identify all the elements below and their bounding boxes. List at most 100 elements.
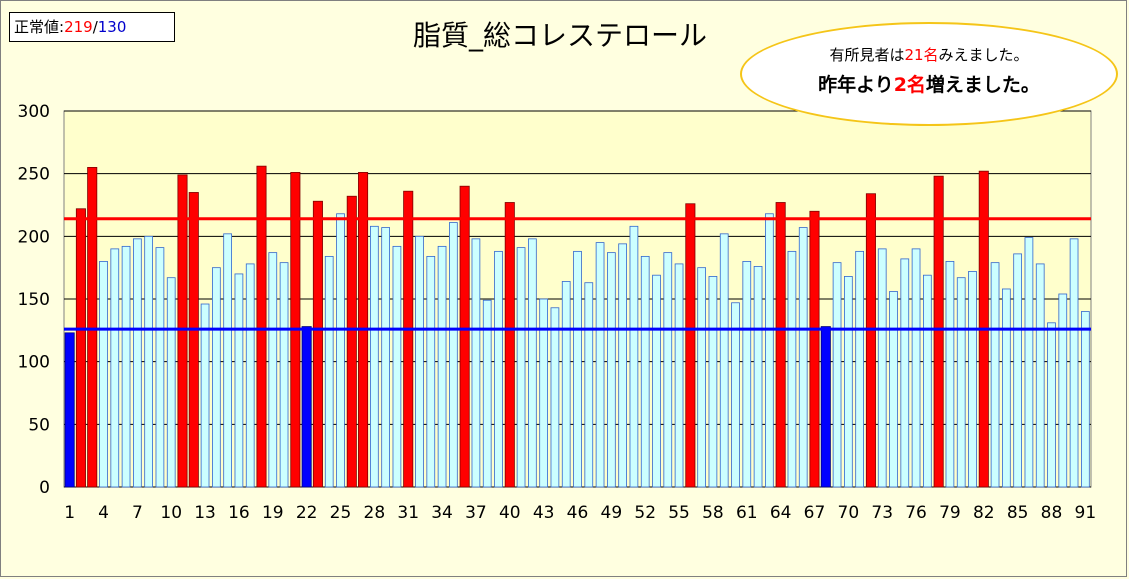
y-tick-label: 300 bbox=[18, 102, 50, 122]
bar-30 bbox=[392, 245, 402, 488]
bar-23 bbox=[312, 200, 323, 488]
x-tick-label: 34 bbox=[431, 503, 453, 523]
callout-line-2-prefix: 昨年より bbox=[818, 74, 894, 96]
bar-86 bbox=[1024, 237, 1034, 488]
bar-47 bbox=[584, 282, 594, 488]
bar-52 bbox=[640, 255, 650, 488]
bar-72 bbox=[865, 193, 876, 488]
bar-63 bbox=[765, 213, 774, 488]
bars bbox=[64, 165, 1090, 488]
bar-24 bbox=[324, 255, 334, 488]
bar-39 bbox=[494, 250, 503, 488]
bar-54 bbox=[663, 252, 673, 488]
bar-40 bbox=[504, 202, 515, 488]
bar-51 bbox=[629, 225, 639, 488]
callout-line-1-suffix: みえました。 bbox=[938, 46, 1029, 64]
bar-18 bbox=[256, 165, 267, 488]
bar-80 bbox=[956, 277, 966, 488]
x-tick-label: 31 bbox=[397, 503, 419, 523]
x-tick-label: 88 bbox=[1041, 503, 1063, 523]
reference-lines bbox=[64, 217, 1091, 331]
bar-46 bbox=[573, 250, 582, 488]
x-tick-label: 76 bbox=[905, 503, 927, 523]
bar-88 bbox=[1047, 322, 1056, 488]
bar-32 bbox=[415, 235, 424, 488]
bar-84 bbox=[1002, 288, 1011, 488]
y-tick-label: 100 bbox=[18, 353, 50, 373]
y-tick-label: 200 bbox=[18, 227, 50, 247]
bar-53 bbox=[652, 274, 661, 488]
bar-26 bbox=[346, 195, 357, 488]
bar-69 bbox=[832, 262, 842, 488]
bar-74 bbox=[889, 291, 898, 488]
bar-55 bbox=[674, 263, 684, 488]
bar-35 bbox=[449, 222, 458, 488]
x-tick-label: 46 bbox=[567, 503, 589, 523]
x-tick-label: 37 bbox=[465, 503, 487, 523]
x-tick-label: 10 bbox=[160, 503, 182, 523]
bar-56 bbox=[685, 203, 696, 488]
x-tick-label: 85 bbox=[1007, 503, 1029, 523]
bar-77 bbox=[923, 274, 932, 488]
x-tick-label: 7 bbox=[132, 503, 143, 523]
bar-89 bbox=[1058, 293, 1068, 488]
callout-line-1-count: 21名 bbox=[904, 46, 939, 64]
bar-19 bbox=[268, 252, 278, 488]
x-tick-label: 25 bbox=[330, 503, 352, 523]
x-tick-label: 22 bbox=[296, 503, 318, 523]
x-tick-label: 61 bbox=[736, 503, 758, 523]
bar-68 bbox=[820, 326, 831, 488]
x-tick-label: 19 bbox=[262, 503, 284, 523]
chart-title: 脂質_総コレステロール bbox=[412, 19, 707, 52]
x-tick-label: 64 bbox=[770, 503, 792, 523]
bar-5 bbox=[110, 248, 120, 488]
bar-62 bbox=[753, 266, 763, 488]
bar-90 bbox=[1069, 238, 1079, 488]
x-tick-label: 82 bbox=[973, 503, 995, 523]
summary-callout: 有所見者は21名みえました。 昨年より2名増えました。 bbox=[740, 22, 1118, 126]
x-tick-label: 55 bbox=[668, 503, 690, 523]
bar-2 bbox=[75, 208, 86, 488]
bar-65 bbox=[787, 250, 797, 488]
y-tick-label: 250 bbox=[18, 165, 50, 185]
bar-78 bbox=[933, 175, 944, 488]
x-tick-label: 16 bbox=[228, 503, 250, 523]
bar-87 bbox=[1035, 263, 1045, 488]
bar-11 bbox=[177, 174, 188, 488]
y-tick-label: 50 bbox=[28, 415, 50, 435]
bar-43 bbox=[539, 298, 548, 488]
bar-12 bbox=[188, 192, 199, 488]
bar-9 bbox=[155, 247, 165, 488]
bar-10 bbox=[166, 277, 176, 488]
bar-7 bbox=[133, 238, 142, 488]
bar-4 bbox=[99, 260, 108, 488]
x-tick-label: 91 bbox=[1075, 503, 1097, 523]
bar-48 bbox=[595, 242, 605, 488]
bar-34 bbox=[437, 245, 447, 488]
x-axis-ticks: 1 4 7 10 13 16 19 22 25 28 31 34 37 40 43 46 49 52 55 58 61 6… bbox=[64, 503, 1096, 523]
bar-31 bbox=[403, 190, 414, 488]
bar-44 bbox=[550, 307, 560, 488]
bar-71 bbox=[855, 250, 864, 488]
bar-58 bbox=[708, 276, 718, 488]
bar-17 bbox=[245, 263, 255, 488]
bar-79 bbox=[945, 260, 955, 488]
bar-50 bbox=[618, 243, 627, 488]
normal-range-separator: / bbox=[92, 18, 98, 36]
bar-85 bbox=[1013, 253, 1022, 488]
bar-66 bbox=[798, 227, 808, 488]
bar-64 bbox=[775, 202, 786, 488]
y-tick-label: 0 bbox=[39, 478, 50, 498]
x-tick-label: 40 bbox=[499, 503, 521, 523]
callout-line-1-prefix: 有所見者は bbox=[829, 46, 905, 64]
callout-line-2-count: 2名 bbox=[893, 74, 926, 96]
bar-41 bbox=[516, 247, 526, 488]
bar-28 bbox=[370, 225, 379, 488]
y-axis-ticks: 0 50 100 150 200 250 300 bbox=[18, 102, 50, 498]
x-tick-label: 49 bbox=[601, 503, 623, 523]
x-tick-label: 52 bbox=[634, 503, 656, 523]
bar-75 bbox=[900, 258, 910, 488]
